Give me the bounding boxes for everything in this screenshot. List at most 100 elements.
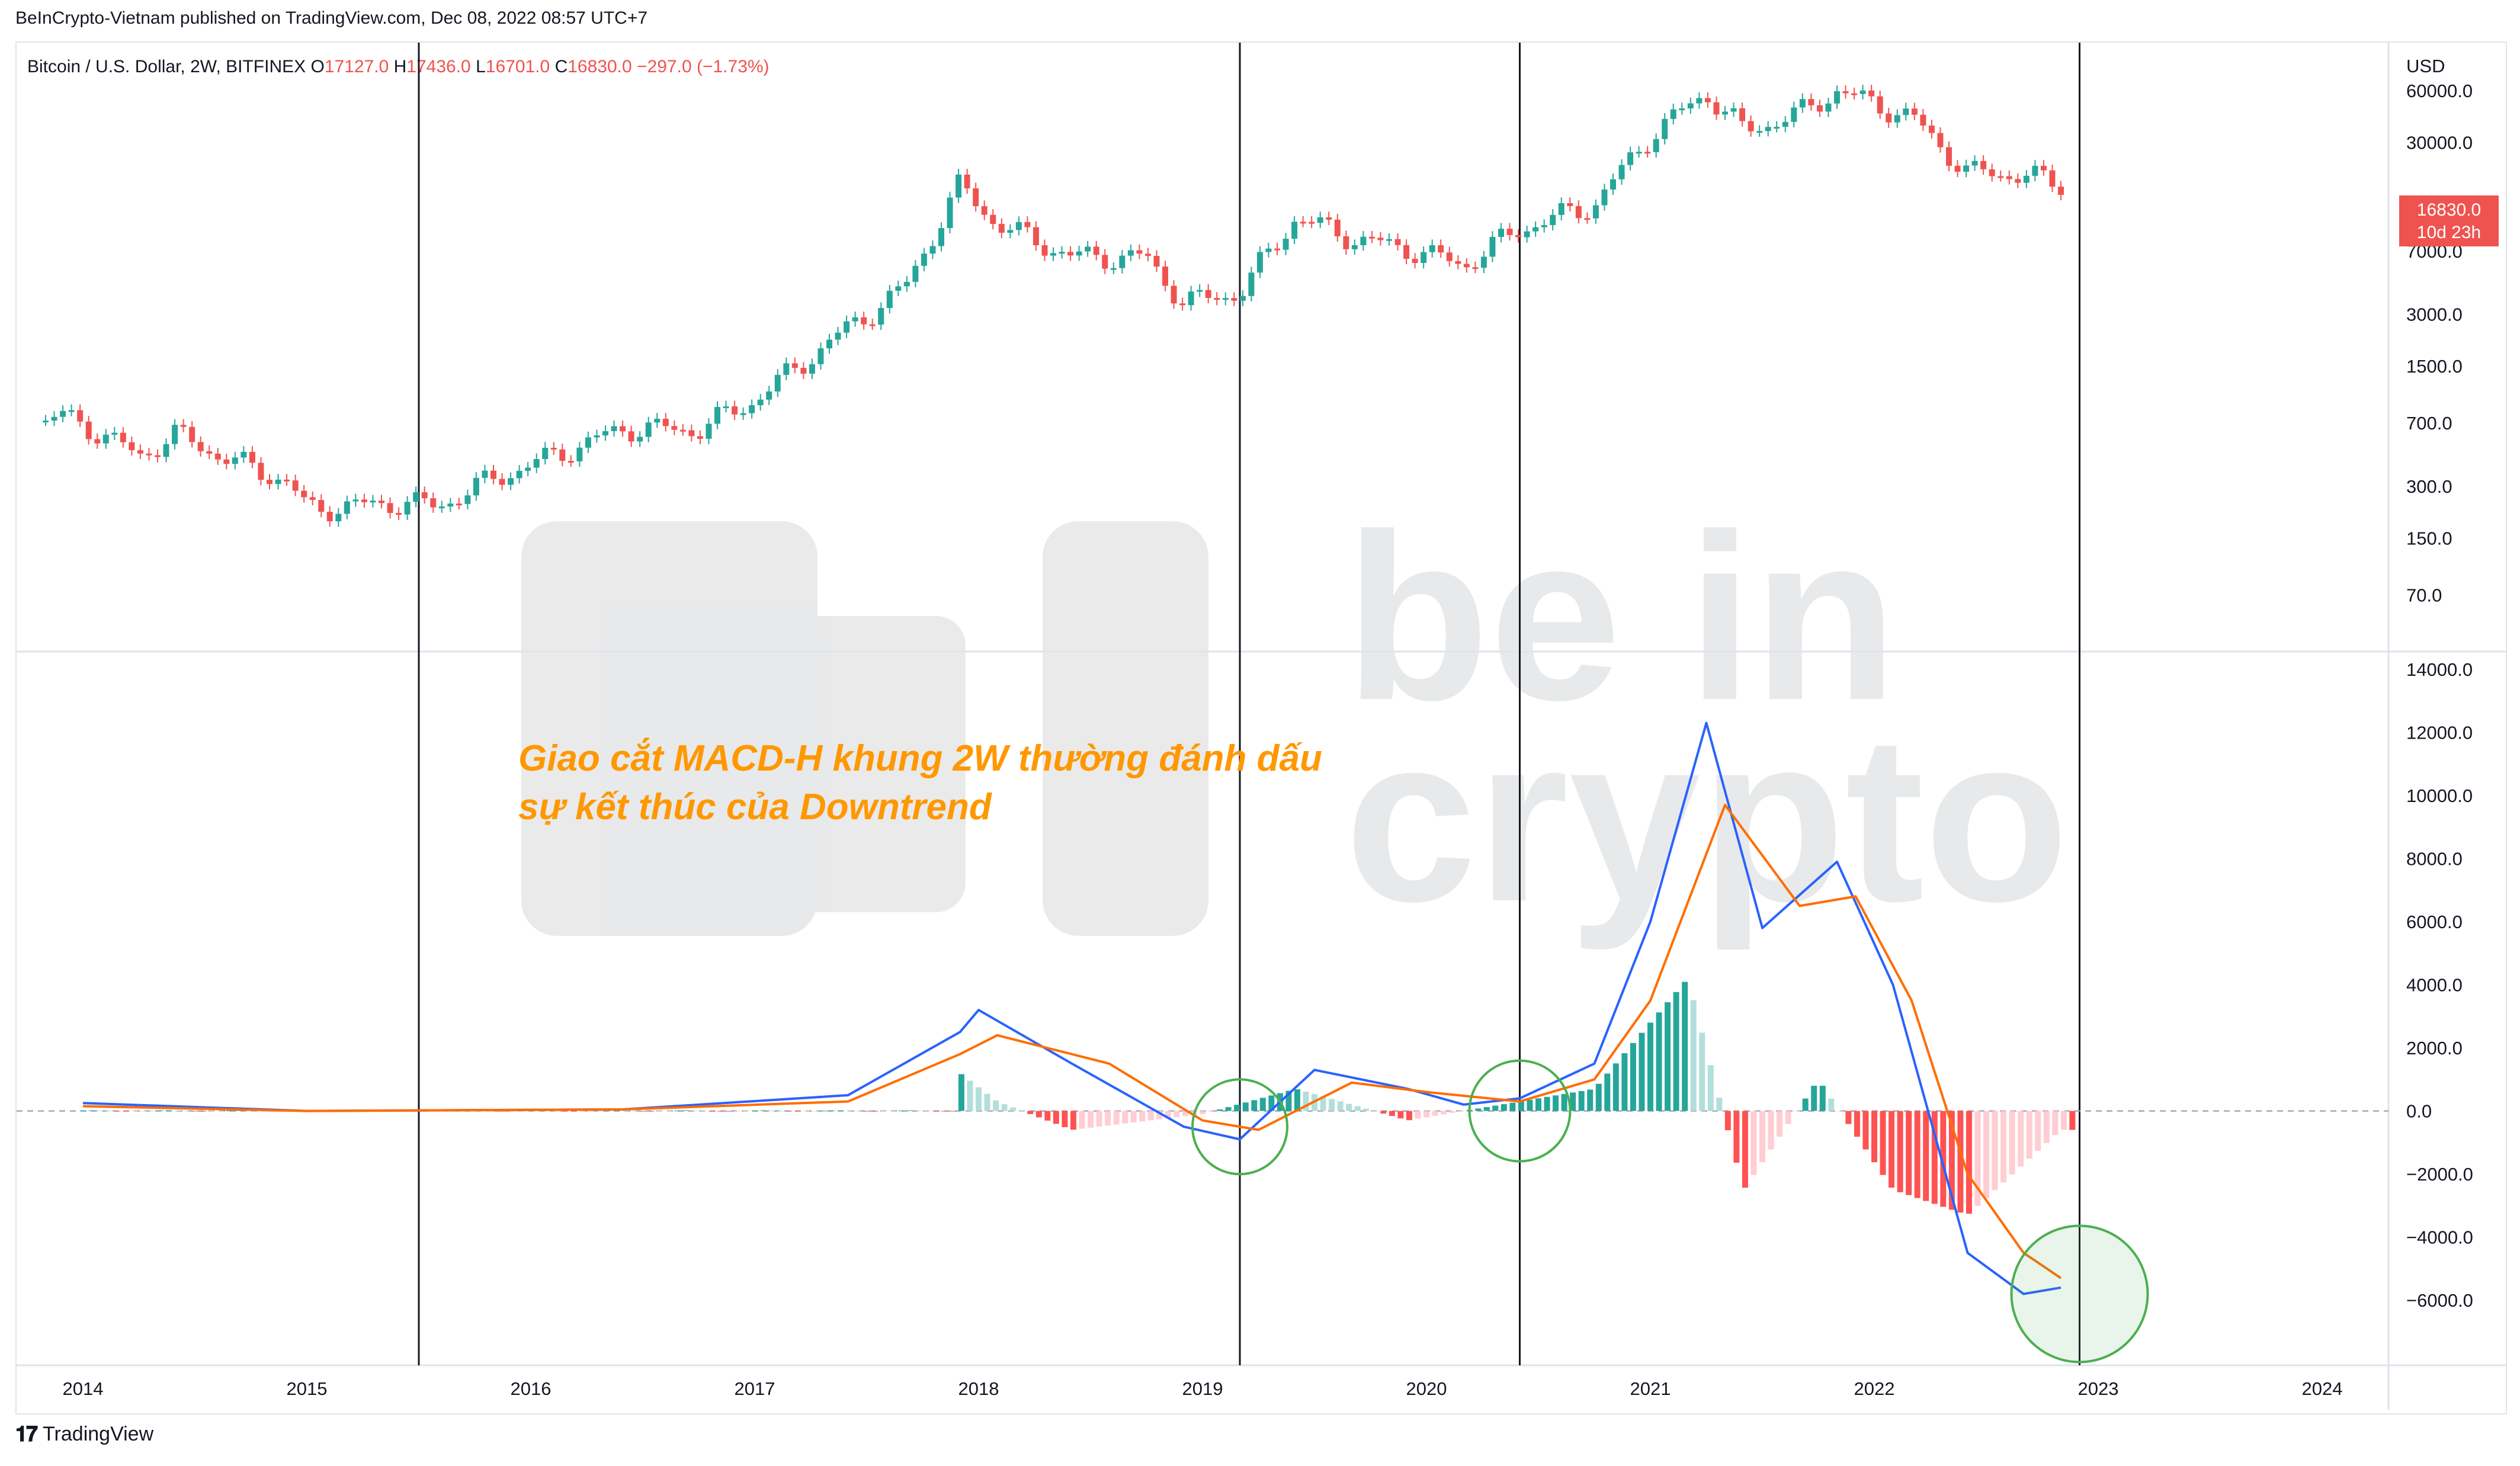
macd-histogram-bar (1794, 1111, 1800, 1112)
candle-body (973, 188, 979, 207)
candle-body (464, 495, 471, 504)
candle-body (77, 410, 84, 422)
candle-body (740, 413, 746, 415)
macd-axis-tick: 4000.0 (2406, 975, 2463, 996)
candle-body (1403, 245, 1410, 259)
symbol-legend[interactable]: Bitcoin / U.S. Dollar, 2W, BITFINEX O171… (27, 57, 770, 77)
macd-histogram-bar (1948, 1111, 1955, 1210)
candle-body (1524, 231, 1530, 238)
macd-histogram-bar (1665, 1002, 1671, 1111)
candle-body (1024, 222, 1031, 227)
candle-body (1136, 250, 1143, 254)
macd-axis-tick: 6000.0 (2406, 912, 2463, 932)
macd-histogram-bar (1208, 1111, 1214, 1112)
macd-histogram-bar (1656, 1012, 1662, 1111)
candle-body (94, 439, 101, 444)
macd-histogram-bar (1992, 1111, 1998, 1191)
candle-body (1231, 298, 1237, 301)
candle-body (2058, 187, 2064, 195)
macd-histogram-bar (1587, 1089, 1594, 1111)
macd-histogram-bar (1251, 1100, 1258, 1111)
candle-body (1834, 91, 1840, 104)
candle-body (852, 317, 858, 322)
candle-body (1825, 103, 1832, 112)
candle-body (1214, 297, 1220, 300)
macd-axis-tick: 0.0 (2406, 1101, 2432, 1122)
crossover-circle (1191, 1078, 1288, 1176)
candle-body (1567, 203, 1573, 206)
candle-body (1239, 296, 1246, 301)
candle-body (1326, 217, 1332, 220)
candle-body (956, 174, 962, 198)
macd-histogram-bar (1001, 1104, 1008, 1111)
candle-body (102, 434, 109, 444)
candle-body (1911, 108, 1918, 115)
macd-histogram-bar (1053, 1111, 1059, 1124)
macd-histogram-bar (1165, 1111, 1171, 1118)
macd-histogram-bar (976, 1087, 982, 1111)
candle-body (129, 442, 135, 451)
high-value: 17436.0 (406, 57, 471, 76)
candle-body (662, 418, 669, 426)
candle-body (878, 308, 884, 325)
candle-body (903, 281, 910, 287)
candle-body (2040, 165, 2047, 171)
macd-histogram-bar (1105, 1111, 1111, 1126)
macd-histogram-bar (1070, 1111, 1076, 1130)
candle-body (1592, 205, 1599, 219)
macd-histogram-bar (579, 1111, 586, 1112)
macd-histogram-bar (1397, 1111, 1404, 1119)
watermark-text-2: crypto (1345, 686, 2069, 952)
macd-histogram-bar (1458, 1111, 1464, 1112)
macd-histogram-bar (1483, 1107, 1490, 1111)
candle-body (1963, 165, 1970, 172)
macd-histogram-bar (855, 1111, 861, 1112)
macd-histogram-bar (984, 1093, 990, 1111)
macd-histogram-bar (864, 1111, 870, 1112)
candle-body (370, 501, 376, 503)
macd-histogram-bar (941, 1111, 947, 1112)
candle-body (1274, 248, 1280, 251)
macd-histogram-bar (1750, 1111, 1757, 1175)
candle-body (241, 451, 247, 458)
macd-histogram-bar (657, 1111, 663, 1112)
low-label: L (476, 57, 486, 76)
macd-histogram-bar (1553, 1095, 1559, 1111)
candle-body (1687, 103, 1694, 108)
macd-histogram-bar (1475, 1108, 1482, 1111)
candle-body (1015, 222, 1022, 230)
candle-body (258, 463, 264, 480)
macd-histogram-bar (2026, 1111, 2032, 1159)
macd-histogram-bar (786, 1111, 793, 1112)
candle-body (344, 501, 350, 514)
macd-histogram-bar (1862, 1111, 1869, 1150)
macd-histogram-bar (1802, 1098, 1809, 1111)
macd-histogram-bar (1035, 1111, 1042, 1118)
macd-histogram-bar (1845, 1111, 1852, 1124)
candle-body (869, 324, 876, 326)
candle-body (1291, 222, 1298, 239)
candle-body (1455, 261, 1461, 264)
bar-countdown: 10d 23h (2416, 223, 2481, 242)
candle-body (1188, 291, 1194, 306)
candle-body (1377, 238, 1384, 240)
candle-body (189, 426, 195, 442)
macd-histogram-bar (1897, 1111, 1903, 1192)
macd-histogram-bar (1880, 1111, 1886, 1175)
macd-histogram-bar (1699, 1032, 1705, 1111)
candle-body (51, 416, 57, 421)
footer-brand: TradingView (43, 1423, 154, 1445)
candle-body (1842, 91, 1849, 94)
macd-histogram-bar (1647, 1022, 1653, 1111)
candle-body (1309, 222, 1315, 224)
macd-histogram-bar (1759, 1111, 1765, 1163)
macd-axis-tick: 10000.0 (2406, 785, 2473, 806)
macd-line (82, 721, 2061, 1295)
candle-body (1791, 107, 1797, 122)
macd-histogram-bar (1544, 1096, 1550, 1111)
low-value: 16701.0 (485, 57, 550, 76)
macd-histogram-bar (502, 1111, 508, 1112)
candle-body (1463, 264, 1470, 268)
footer[interactable]: 𝟏𝟕 TradingView (15, 1422, 153, 1447)
